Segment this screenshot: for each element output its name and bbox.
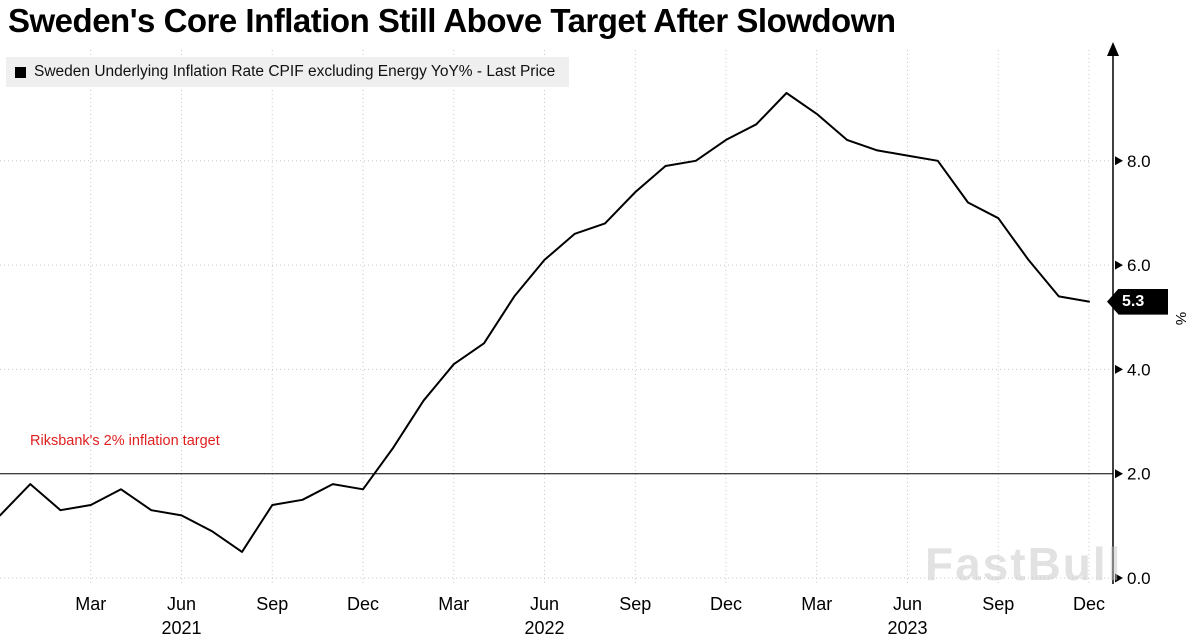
x-tick-label: Jun [167,594,196,614]
x-tick-label: Mar [438,594,469,614]
y-tick-label: 2.0 [1127,465,1151,484]
page-title: Sweden's Core Inflation Still Above Targ… [8,2,896,39]
y-tick-icon [1115,573,1123,583]
inflation-target-annotation: Riksbank's 2% inflation target [30,433,220,449]
x-tick-label: Sep [619,594,651,614]
year-label: 2022 [524,618,564,638]
x-tick-label: Dec [1073,594,1105,614]
y-axis-arrow-icon [1107,42,1119,56]
y-tick-icon [1115,469,1123,479]
series-line [0,92,1090,553]
y-tick-label: 8.0 [1127,152,1151,171]
y-tick-label: 6.0 [1127,256,1151,275]
last-price-value: 5.3 [1122,292,1145,310]
y-axis-unit-label: % [1172,311,1190,326]
y-tick-icon [1115,156,1123,166]
x-tick-label: Jun [893,594,922,614]
watermark: FastBull [925,538,1123,590]
legend: Sweden Underlying Inflation Rate CPIF ex… [6,57,570,87]
y-tick-icon [1115,260,1123,270]
year-label: 2021 [161,618,201,638]
x-tick-label: Sep [256,594,288,614]
x-tick-label: Dec [347,594,379,614]
year-label: 2023 [887,618,927,638]
x-tick-label: Jun [530,594,559,614]
y-tick-label: 0.0 [1127,569,1151,588]
y-tick-label: 4.0 [1127,360,1151,379]
x-tick-label: Sep [982,594,1014,614]
x-tick-label: Dec [710,594,742,614]
x-tick-label: Mar [75,594,106,614]
y-tick-icon [1115,364,1123,374]
series-marker-icon [15,66,26,78]
last-price-tag: 5.3 [1107,288,1168,315]
x-tick-label: Mar [801,594,832,614]
legend-label: Sweden Underlying Inflation Rate CPIF ex… [34,63,556,80]
